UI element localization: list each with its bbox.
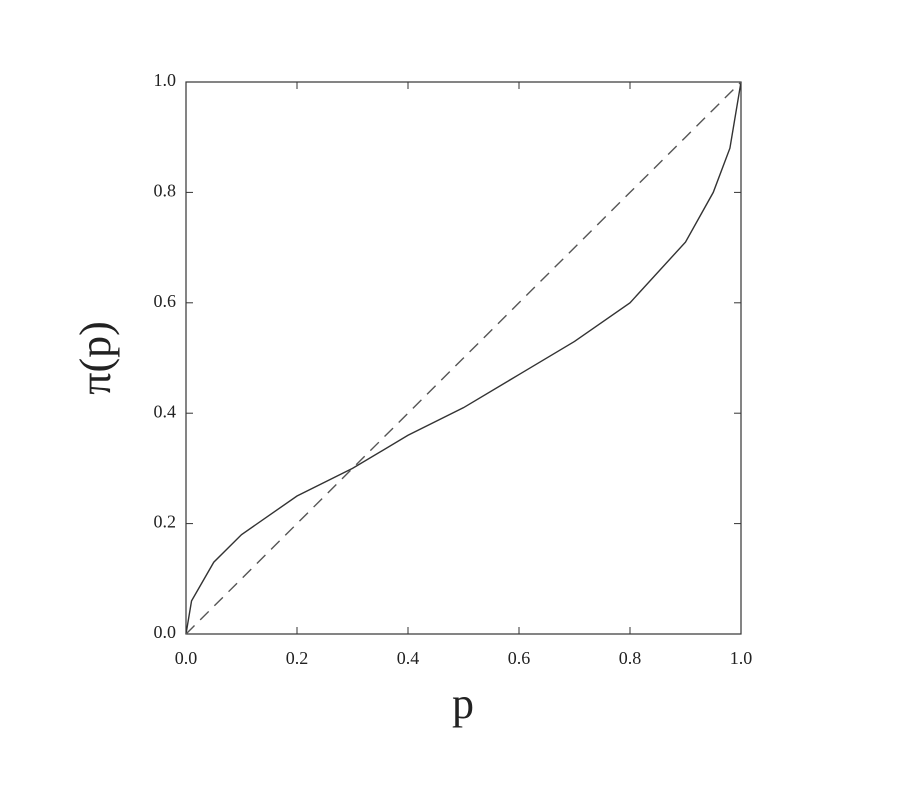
x-tick-label: 0.8 <box>619 648 642 668</box>
y-tick-label: 0.0 <box>154 622 177 642</box>
y-tick-label: 0.4 <box>154 401 177 421</box>
y-tick-label: 0.8 <box>154 181 177 201</box>
series-line <box>185 81 742 635</box>
x-tick-label: 1.0 <box>730 648 753 668</box>
x-tick-label: 0.2 <box>286 648 309 668</box>
series-line <box>185 81 742 635</box>
x-tick-label: 0.6 <box>508 648 531 668</box>
x-tick-label: 0.4 <box>397 648 420 668</box>
y-tick-label: 0.2 <box>154 512 177 532</box>
y-axis-label: π(p) <box>71 321 120 395</box>
x-tick-label: 0.0 <box>175 648 198 668</box>
x-axis-label: p <box>452 679 474 728</box>
y-tick-label: 0.6 <box>154 291 177 311</box>
plot-frame <box>185 81 742 635</box>
y-tick-label: 1.0 <box>154 70 177 90</box>
